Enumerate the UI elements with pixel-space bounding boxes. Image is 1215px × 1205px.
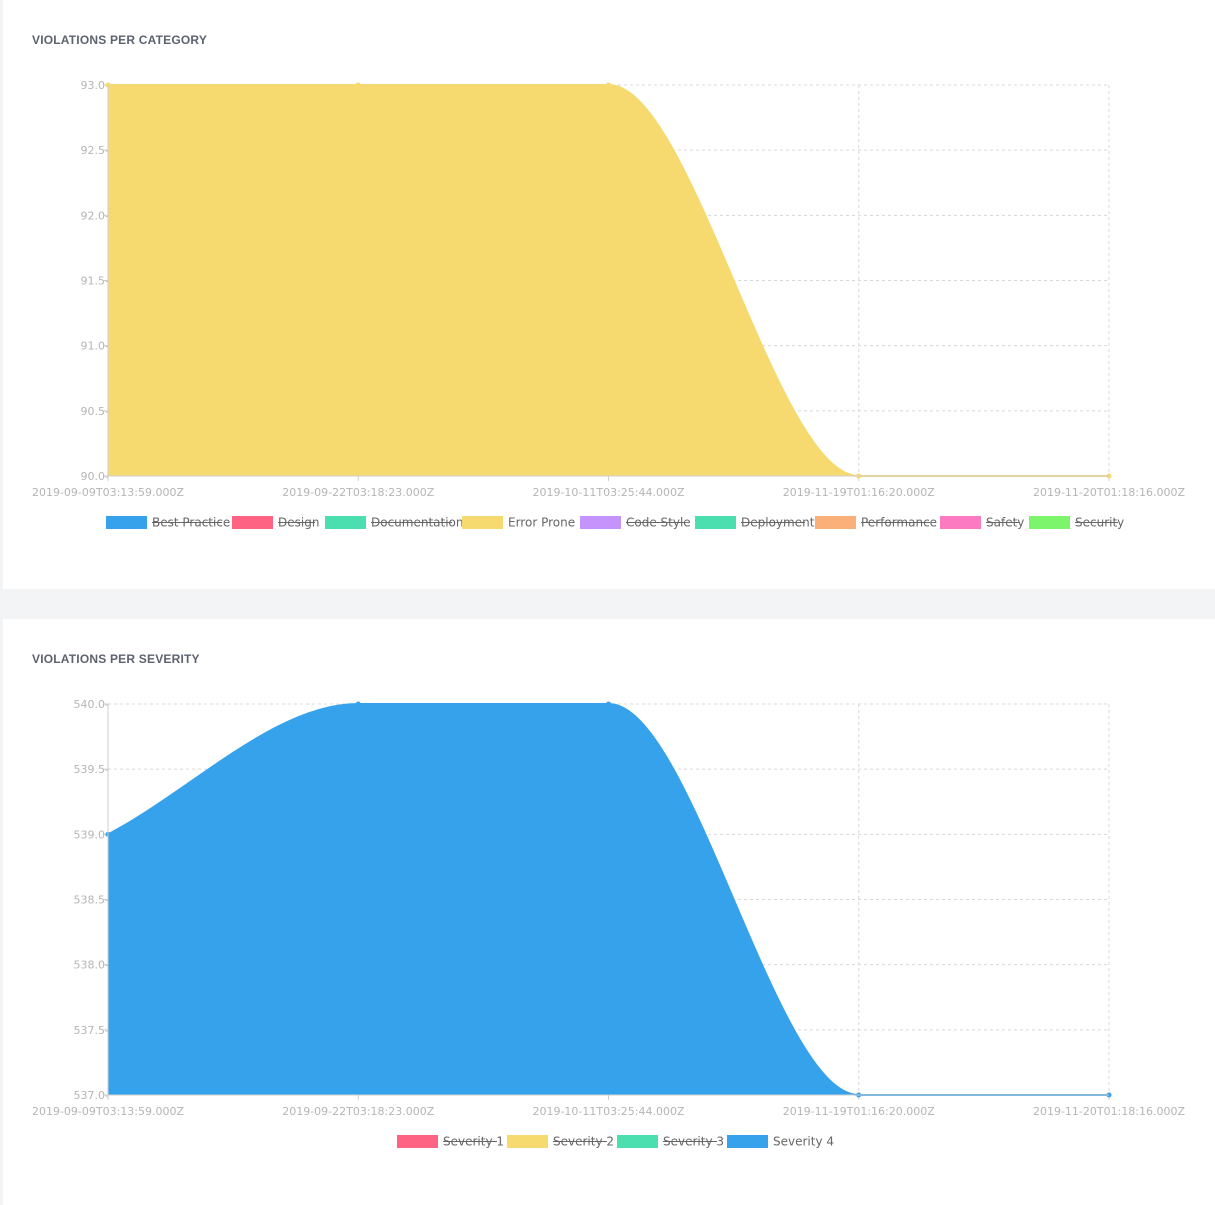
series-area (108, 704, 1109, 1095)
severity-chart-card: VIOLATIONS PER SEVERITY 540.0- 539.5- 539.… (3, 619, 1215, 1205)
legend-swatch (695, 516, 736, 529)
series-area (108, 85, 1109, 476)
data-point[interactable] (606, 701, 611, 707)
legend-item[interactable]: Deployment (695, 516, 815, 530)
legend-swatch (940, 516, 981, 529)
legend-item[interactable]: Best Practice (106, 516, 230, 530)
x-tick-label: 2019-11-19T01:16:20.000Z (783, 1105, 936, 1118)
legend-swatch (462, 516, 503, 529)
legend-label: Error Prone (508, 516, 575, 530)
category-chart-title: VIOLATIONS PER CATEGORY (32, 33, 208, 47)
x-tick-label: 2019-09-22T03:18:23.000Z (282, 1105, 435, 1118)
legend-item[interactable]: Severity 2 (507, 1135, 614, 1149)
legend-swatch (727, 1135, 768, 1148)
data-point[interactable] (606, 82, 611, 88)
legend-label: Severity 4 (773, 1135, 834, 1149)
x-tick-label: 2019-10-11T03:25:44.000Z (532, 1105, 685, 1118)
x-tick-label: 2019-09-09T03:13:59.000Z (32, 486, 185, 499)
y-tick-label: 92.0- (81, 209, 109, 222)
legend-item[interactable]: Performance (815, 516, 937, 530)
y-tick-label: 93.0- (81, 79, 109, 92)
category-chart-card: VIOLATIONS PER CATEGORY 93.0- 92.5- 92.0- 9… (3, 0, 1215, 589)
y-tick-label: 90.5- (81, 405, 109, 418)
legend-item[interactable]: Severity 4 (727, 1135, 834, 1149)
y-tick-label: 92.5- (81, 144, 109, 157)
legend-item[interactable]: Security (1029, 516, 1124, 530)
severity-chart-title: VIOLATIONS PER SEVERITY (32, 652, 200, 666)
legend-item[interactable]: Documentation (325, 516, 464, 530)
y-tick-label: 537.0- (74, 1089, 109, 1102)
legend-swatch (232, 516, 273, 529)
legend-item[interactable]: Error Prone (462, 516, 575, 530)
severity-chart: 540.0- 539.5- 539.0- 538.5- 538.0- 537.5- 537.… (32, 698, 1186, 1149)
y-tick-label: 91.0- (81, 340, 109, 353)
legend-item[interactable]: Safety (940, 516, 1024, 530)
data-point[interactable] (355, 701, 361, 707)
legend-swatch (580, 516, 621, 529)
x-tick-label: 2019-09-09T03:13:59.000Z (32, 1105, 185, 1118)
y-tick-label: 91.5- (81, 275, 109, 288)
x-tick-label: 2019-09-22T03:18:23.000Z (282, 486, 435, 499)
y-tick-label: 539.0- (74, 828, 109, 841)
y-tick-label: 539.5- (74, 763, 109, 776)
y-tick-label: 540.0- (74, 698, 109, 711)
x-tick-label: 2019-11-20T01:18:16.000Z (1033, 486, 1186, 499)
legend-swatch (325, 516, 366, 529)
legend-item[interactable]: Design (232, 516, 319, 530)
x-tick-label: 2019-10-11T03:25:44.000Z (532, 486, 685, 499)
x-tick-label: 2019-11-20T01:18:16.000Z (1033, 1105, 1186, 1118)
legend-item[interactable]: Severity 3 (617, 1135, 724, 1149)
y-tick-label: 537.5- (74, 1024, 109, 1037)
legend-swatch (397, 1135, 438, 1148)
legend-swatch (507, 1135, 548, 1148)
legend-swatch (1029, 516, 1070, 529)
y-tick-label: 90.0- (81, 470, 109, 483)
y-tick-label: 538.5- (74, 894, 109, 907)
y-tick-label: 538.0- (74, 959, 109, 972)
legend-swatch (617, 1135, 658, 1148)
legend-swatch (815, 516, 856, 529)
legend-swatch (106, 516, 147, 529)
category-chart: 93.0- 92.5- 92.0- 91.5- 91.0- 90.5- 90.0- 2019-… (32, 79, 1186, 530)
legend-item[interactable]: Severity 1 (397, 1135, 504, 1149)
x-tick-label: 2019-11-19T01:16:20.000Z (783, 486, 936, 499)
data-point[interactable] (355, 82, 361, 88)
legend-item[interactable]: Code Style (580, 516, 691, 530)
